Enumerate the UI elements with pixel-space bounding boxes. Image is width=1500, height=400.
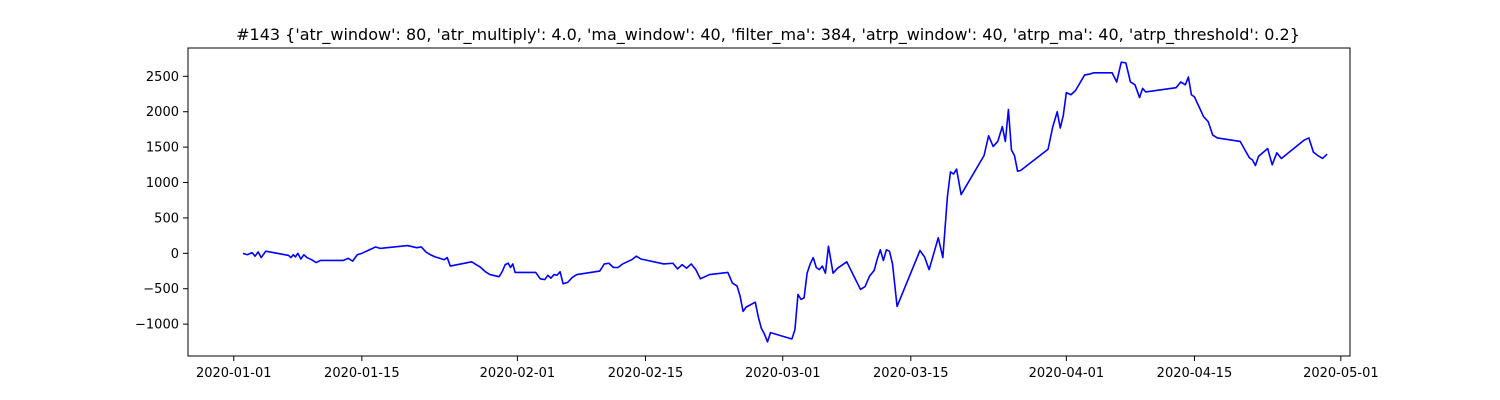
y-tick-label: 2000: [146, 105, 179, 120]
y-tick-label: 1000: [146, 176, 179, 191]
y-axis: −1000 −500 0 500 1000 1500 2000 2500: [135, 70, 188, 333]
y-tick-label: −1000: [135, 318, 179, 333]
x-tick-label: 2020-03-01: [745, 366, 821, 381]
x-tick-label: 2020-02-15: [608, 366, 684, 381]
x-tick-label: 2020-04-01: [1029, 366, 1105, 381]
x-tick-label: 2020-02-01: [480, 366, 556, 381]
series-group: [242, 61, 1328, 343]
y-tick-label: 500: [154, 211, 179, 226]
x-tick-label: 2020-05-01: [1303, 366, 1379, 381]
chart-title: #143 {'atr_window': 80, 'atr_multiply': …: [236, 25, 1300, 45]
plot-area: [187, 47, 1351, 357]
x-axis: 2020-01-01 2020-01-15 2020-02-01 2020-02-15…: [196, 356, 1379, 381]
x-tick-label: 2020-01-01: [196, 366, 272, 381]
y-tick-label: 2500: [146, 70, 179, 85]
y-tick-label: −500: [143, 282, 179, 297]
x-tick-label: 2020-01-15: [324, 366, 400, 381]
y-tick-label: 0: [171, 247, 179, 262]
y-tick-label: 1500: [146, 141, 179, 156]
series-line: [242, 61, 1328, 343]
x-tick-label: 2020-03-15: [873, 366, 949, 381]
x-tick-label: 2020-04-15: [1157, 366, 1233, 381]
